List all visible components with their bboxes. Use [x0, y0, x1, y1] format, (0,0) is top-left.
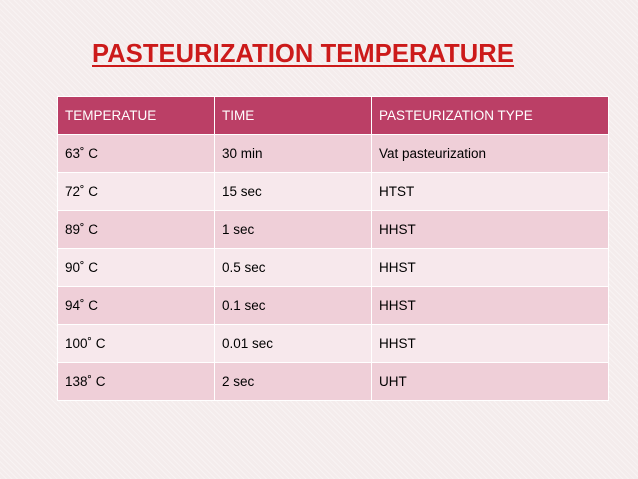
cell-temperature: 63˚ C [57, 134, 215, 173]
cell-temperature: 138˚ C [57, 362, 215, 401]
table-row: 138˚ C 2 sec UHT [57, 362, 609, 401]
cell-type: HHST [371, 324, 609, 363]
cell-time: 0.01 sec [214, 324, 372, 363]
cell-temperature: 90˚ C [57, 248, 215, 287]
cell-type: HHST [371, 210, 609, 249]
cell-type: Vat pasteurization [371, 134, 609, 173]
cell-time: 30 min [214, 134, 372, 173]
table-row: 89˚ C 1 sec HHST [57, 210, 609, 249]
cell-time: 0.1 sec [214, 286, 372, 325]
cell-temperature: 72˚ C [57, 172, 215, 211]
cell-type: UHT [371, 362, 609, 401]
table-row: 100˚ C 0.01 sec HHST [57, 324, 609, 363]
table-row: 72˚ C 15 sec HTST [57, 172, 609, 211]
column-header-temperature: TEMPERATUE [57, 96, 215, 135]
cell-time: 2 sec [214, 362, 372, 401]
cell-temperature: 89˚ C [57, 210, 215, 249]
column-header-pasteurization-type: PASTEURIZATION TYPE [371, 96, 609, 135]
cell-temperature: 94˚ C [57, 286, 215, 325]
cell-type: HHST [371, 248, 609, 287]
table-row: 94˚ C 0.1 sec HHST [57, 286, 609, 325]
table-row: 63˚ C 30 min Vat pasteurization [57, 134, 609, 173]
cell-time: 1 sec [214, 210, 372, 249]
slide-title: PASTEURIZATION TEMPERATURE [92, 40, 514, 68]
pasteurization-table: TEMPERATUE TIME PASTEURIZATION TYPE 63˚ … [57, 96, 609, 401]
cell-time: 0.5 sec [214, 248, 372, 287]
table-header-row: TEMPERATUE TIME PASTEURIZATION TYPE [57, 96, 609, 135]
cell-temperature: 100˚ C [57, 324, 215, 363]
cell-type: HHST [371, 286, 609, 325]
cell-type: HTST [371, 172, 609, 211]
table-row: 90˚ C 0.5 sec HHST [57, 248, 609, 287]
cell-time: 15 sec [214, 172, 372, 211]
column-header-time: TIME [214, 96, 372, 135]
